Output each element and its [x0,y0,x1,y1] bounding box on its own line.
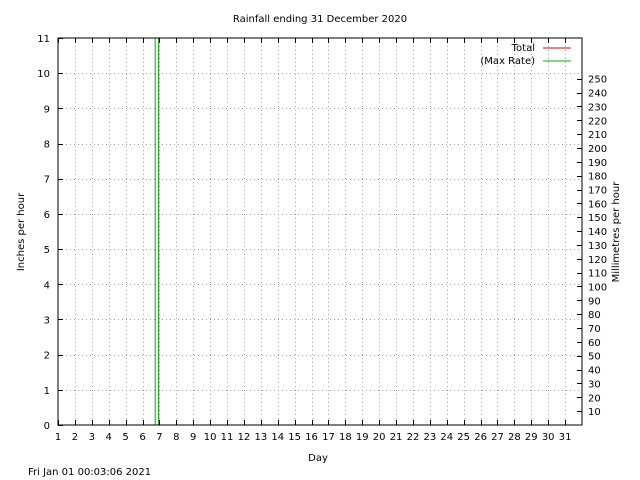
y2-tick-label: 30 [588,379,601,390]
legend-label-total: Total [511,43,535,54]
x-tick-label: 5 [122,432,128,443]
y2-tick-label: 80 [588,310,601,321]
y2-tick-label: 120 [588,255,607,266]
x-tick-label: 3 [89,432,95,443]
y-tick-label: 4 [44,280,50,291]
y2-tick-label: 90 [588,296,601,307]
y-ticks: 0 1 2 3 4 5 6 7 8 9 10 11 [37,34,63,432]
x-tick-label: 4 [106,432,112,443]
y-tick-label: 11 [37,34,50,45]
legend-label-max-rate: (Max Rate) [480,56,535,67]
grid [58,38,582,425]
y2-tick-label: 200 [588,144,607,155]
y2-tick-label: 70 [588,324,601,335]
x-tick-label: 14 [271,432,284,443]
x-tick-label: 25 [457,432,470,443]
y2-tick-label: 170 [588,186,607,197]
x-tick-label: 8 [173,432,179,443]
y2-tick-label: 210 [588,130,607,141]
x-tick-label: 16 [305,432,318,443]
y2-tick-label: 140 [588,227,607,238]
x-tick-label: 27 [491,432,504,443]
x-tick-label: 22 [407,432,420,443]
x-axis-label: Day [308,453,328,464]
y2-tick-label: 220 [588,116,607,127]
y-tick-label: 9 [44,104,50,115]
x-tick-label: 20 [373,432,386,443]
y2-tick-label: 150 [588,213,607,224]
y2-axis-label: Millimetres per hour [611,181,622,283]
x-tick-label: 2 [72,432,78,443]
y2-tick-label: 100 [588,282,607,293]
x-tick-label: 26 [474,432,487,443]
chart-title: Rainfall ending 31 December 2020 [233,14,407,25]
y2-tick-label: 130 [588,241,607,252]
x-tick-label: 12 [238,432,251,443]
x-tick-label: 28 [508,432,521,443]
x-tick-label: 13 [254,432,267,443]
y-tick-label: 7 [44,175,50,186]
x-tick-label: 9 [190,432,196,443]
x-tick-label: 21 [390,432,403,443]
y2-tick-label: 230 [588,102,607,113]
x-tick-label: 24 [440,432,453,443]
y2-tick-label: 180 [588,172,607,183]
x-tick-label: 6 [139,432,145,443]
y2-tick-label: 110 [588,269,607,280]
y2-tick-label: 10 [588,407,601,418]
plot-frame [57,37,583,426]
y-tick-label: 0 [44,421,50,432]
y2-tick-label: 40 [588,366,601,377]
y-tick-label: 6 [44,210,50,221]
x-tick-label: 18 [339,432,352,443]
y2-tick-label: 250 [588,75,607,86]
x-tick-label: 30 [542,432,555,443]
y2-tick-label: 20 [588,393,601,404]
y2-ticks: 10 20 30 40 50 60 70 80 90 100 110 120 130 140 150 160 1… [577,75,607,418]
x-tick-label: 31 [559,432,572,443]
footer-timestamp: Fri Jan 01 00:03:06 2021 [28,467,151,478]
y-tick-label: 1 [44,386,50,397]
y2-tick-label: 50 [588,352,601,363]
y-axis-label: Inches per hour [16,192,27,271]
legend: Total (Max Rate) [480,43,571,67]
y-tick-label: 8 [44,140,50,151]
y-tick-label: 2 [44,351,50,362]
x-tick-label: 15 [288,432,301,443]
y2-tick-label: 190 [588,158,607,169]
x-tick-label: 1 [55,432,61,443]
y-tick-label: 10 [37,69,50,80]
x-tick-label: 11 [221,432,234,443]
y2-tick-label: 60 [588,338,601,349]
y2-tick-label: 240 [588,89,607,100]
series-max-rate [154,38,160,425]
x-tick-label: 19 [356,432,369,443]
x-ticks: 1 2 3 4 5 6 7 8 9 10 11 12 13 14 15 16 17 18 19 20 21 22 23 24 2… [55,38,572,443]
y2-tick-label: 160 [588,199,607,210]
x-tick-label: 7 [156,432,162,443]
x-tick-label: 23 [424,432,437,443]
y-tick-label: 5 [44,245,50,256]
x-tick-label: 17 [322,432,335,443]
y-tick-label: 3 [44,315,50,326]
x-tick-label: 29 [525,432,538,443]
x-tick-label: 10 [204,432,217,443]
